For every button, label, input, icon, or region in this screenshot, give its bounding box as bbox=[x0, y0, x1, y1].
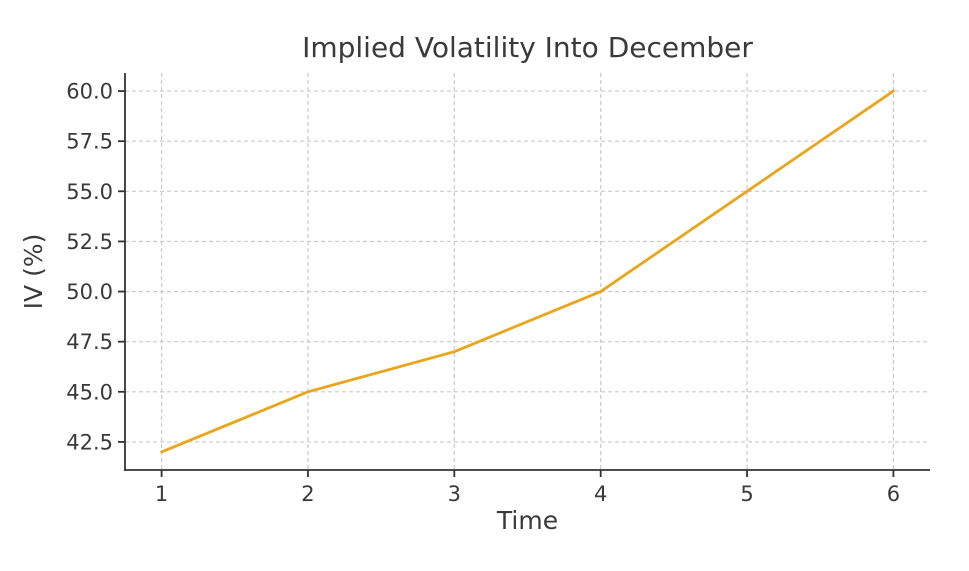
x-axis-label: Time bbox=[496, 506, 558, 535]
y-tick-label: 57.5 bbox=[66, 130, 113, 154]
axis-spines bbox=[124, 73, 930, 471]
data-series bbox=[160, 89, 895, 454]
y-tick-label: 45.0 bbox=[66, 380, 113, 404]
y-tick-label: 60.0 bbox=[66, 80, 113, 104]
y-tick-label: 55.0 bbox=[66, 180, 113, 204]
x-tick-label: 5 bbox=[740, 482, 753, 506]
x-tick-label: 1 bbox=[155, 482, 168, 506]
chart-title: Implied Volatility Into December bbox=[302, 31, 753, 64]
y-tick-label: 47.5 bbox=[66, 330, 113, 354]
x-tick-label: 6 bbox=[887, 482, 900, 506]
x-tick-label: 2 bbox=[301, 482, 314, 506]
x-tick-label: 4 bbox=[594, 482, 607, 506]
y-tick-label: 42.5 bbox=[66, 430, 113, 454]
axis-ticks: 1 2 3 4 5 6 42.5 45.0 47.5 50.0 52.5 55.0 57.5 60.0 bbox=[66, 80, 900, 506]
y-tick-label: 52.5 bbox=[66, 230, 113, 254]
iv-data-line bbox=[160, 89, 895, 454]
x-tick-label: 3 bbox=[448, 482, 461, 506]
grid-lines bbox=[125, 73, 930, 470]
y-tick-label: 50.0 bbox=[66, 280, 113, 304]
y-axis-label: IV (%) bbox=[19, 234, 48, 310]
